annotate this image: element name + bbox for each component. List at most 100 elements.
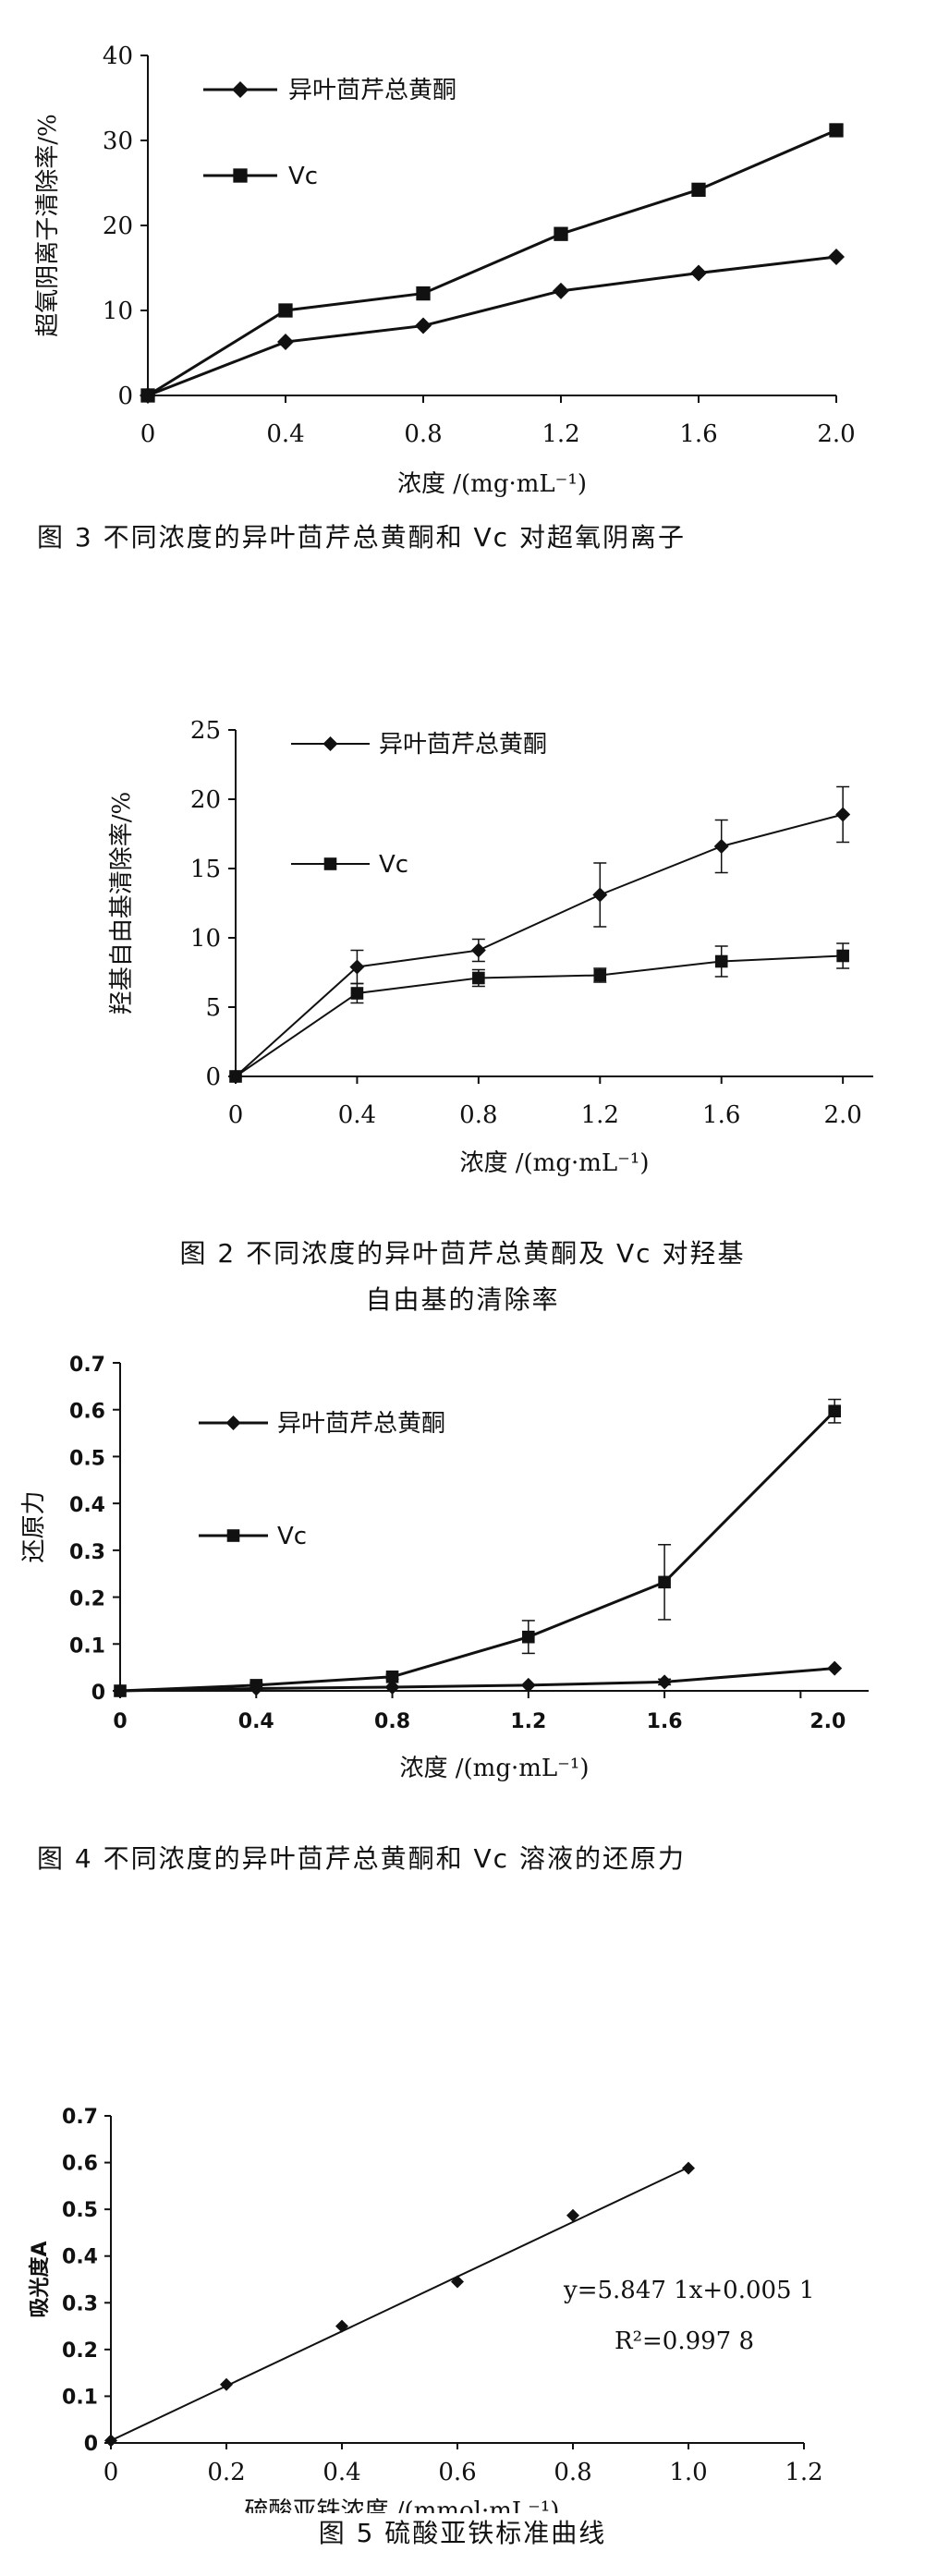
data-point-2 — [836, 949, 849, 963]
chart-reducing-power: 0 0.1 0.2 0.3 0.4 0.5 0.6 0.7 0 0.4 0.8 1.2 1.6 2.0 浓度… — [0, 1340, 925, 1894]
data-point-2 — [114, 1684, 127, 1697]
data-point-1 — [553, 282, 569, 299]
y-axis-title: 羟基自由基清除率/% — [108, 792, 136, 1015]
chart-reducing-power-caption: 图 4 不同浓度的异叶茴芹总黄酮和 Vc 溶液的还原力 — [37, 1843, 686, 1874]
data-point-2 — [385, 1670, 399, 1683]
data-point-2 — [829, 123, 844, 138]
x-tick-label: 0.8 — [554, 2459, 591, 2486]
chart-superoxide: 0 10 20 30 40 0 0.4 0.8 1.2 1.6 2.0 浓度 /(mg·mL⁻¹) 超氧… — [0, 0, 925, 591]
x-tick-label: 0.2 — [207, 2459, 245, 2486]
y-axis-title: 还原力 — [20, 1490, 48, 1562]
chart-ferrous-sulfate-caption: 图 5 硫酸亚铁标准曲线 — [318, 2518, 607, 2548]
y-tick-label: 0.4 — [62, 2246, 98, 2269]
data-point-2 — [350, 987, 364, 1000]
chart-ferrous-sulfate-plot: 0 0.1 0.2 0.3 0.4 0.5 0.6 0.7 0 0.2 0.4 0.6 0.8 1.0 1.… — [28, 2106, 823, 2513]
y-tick-label: 0.2 — [69, 1588, 105, 1611]
legend-marker-2 — [323, 857, 337, 870]
data-point-2 — [593, 968, 607, 982]
y-tick-label: 20 — [190, 786, 221, 814]
y-axis-title: 吸光度A — [28, 2241, 52, 2317]
data-point-2 — [714, 954, 728, 968]
y-tick-label: 25 — [190, 717, 221, 745]
legend-label-1: 异叶茴芹总黄酮 — [288, 77, 456, 104]
data-point — [566, 2208, 579, 2222]
chart-hydroxyl-caption-line1: 图 2 不同浓度的异叶茴芹总黄酮及 Vc 对羟基 — [179, 1238, 746, 1269]
r-squared: R²=0.997 8 — [615, 2327, 754, 2355]
x-tick-label: 1.6 — [679, 420, 717, 448]
y-tick-label: 0.6 — [69, 1401, 105, 1424]
y-tick-label: 0.1 — [62, 2386, 98, 2409]
x-axis-title: 硫酸亚铁浓度 /(mmol·mL⁻¹) — [245, 2497, 560, 2513]
data-point — [335, 2319, 348, 2333]
series-line-2 — [119, 1410, 836, 1693]
x-tick-label: 2.0 — [809, 1710, 846, 1733]
legend-marker-2 — [226, 1529, 240, 1542]
chart-hydroxyl: 0 5 10 15 20 25 0 0.4 0.8 1.2 1.6 2.0 浓度 /(mg·mL⁻¹) 羟… — [0, 702, 925, 1331]
y-tick-label: 40 — [103, 43, 133, 70]
y-tick-label: 20 — [103, 213, 133, 240]
legend-label-1: 异叶茴芹总黄酮 — [277, 1410, 445, 1438]
y-tick-label: 15 — [190, 856, 221, 883]
data-point-1 — [657, 1674, 673, 1690]
data-point-2 — [691, 182, 706, 198]
data-point — [451, 2275, 464, 2289]
legend-marker-1 — [225, 1416, 241, 1430]
x-tick-label: 0.4 — [266, 420, 304, 448]
y-tick-label: 0.7 — [69, 1354, 105, 1377]
x-tick-label: 2.0 — [823, 1101, 861, 1129]
y-tick-label: 0.2 — [62, 2339, 98, 2363]
data-point-2 — [522, 1630, 535, 1644]
x-tick-label: 0 — [113, 1710, 127, 1733]
trendline-equation: y=5.847 1x+0.005 1 — [563, 2277, 814, 2304]
chart-hydroxyl-plot: 0 5 10 15 20 25 0 0.4 0.8 1.2 1.6 2.0 浓度 /(mg·mL⁻¹) 羟… — [108, 717, 873, 1177]
chart-superoxide-caption: 图 3 不同浓度的异叶茴芹总黄酮和 Vc 对超氧阴离子 — [37, 522, 686, 553]
x-axis-title: 浓度 /(mg·mL⁻¹) — [397, 470, 587, 498]
x-tick-label: 0.4 — [238, 1710, 274, 1733]
data-point-1 — [592, 887, 608, 903]
x-tick-label: 0.8 — [404, 420, 442, 448]
series-line-1 — [147, 255, 837, 397]
series-line-2 — [235, 954, 844, 1077]
data-point-1 — [520, 1677, 536, 1693]
series-line-1 — [235, 813, 844, 1077]
data-point-2 — [828, 1404, 841, 1418]
x-axis-title: 浓度 /(mg·mL⁻¹) — [460, 1149, 650, 1177]
data-point-1 — [415, 317, 432, 334]
legend-marker-2 — [233, 168, 248, 183]
chart-hydroxyl-caption-line2: 自由基的清除率 — [365, 1284, 560, 1315]
y-tick-label: 0.1 — [69, 1634, 105, 1658]
legend-marker-1 — [323, 736, 338, 751]
data-point-1 — [827, 1660, 843, 1676]
y-tick-label: 0.3 — [62, 2292, 98, 2315]
chart-superoxide-plot: 0 10 20 30 40 0 0.4 0.8 1.2 1.6 2.0 浓度 /(mg·mL⁻¹) 超氧… — [34, 43, 856, 498]
x-tick-label: 0.6 — [438, 2459, 476, 2486]
y-tick-label: 0 — [205, 1063, 221, 1091]
chart-reducing-power-plot: 0 0.1 0.2 0.3 0.4 0.5 0.6 0.7 0 0.4 0.8 1.2 1.6 2.0 浓度… — [20, 1354, 869, 1782]
chart-ferrous-sulfate: 0 0.1 0.2 0.3 0.4 0.5 0.6 0.7 0 0.2 0.4 0.6 0.8 1.0 1.… — [0, 2079, 925, 2576]
x-tick-label: 1.6 — [702, 1101, 740, 1129]
x-tick-label: 0.8 — [374, 1710, 410, 1733]
y-tick-label: 10 — [190, 925, 221, 953]
data-point-2 — [229, 1070, 242, 1083]
data-point-2 — [554, 226, 568, 241]
y-tick-label: 5 — [205, 994, 221, 1022]
data-point-2 — [278, 303, 293, 318]
y-tick-label: 0 — [91, 1682, 105, 1705]
y-tick-label: 10 — [103, 298, 133, 325]
data-point-1 — [690, 264, 707, 282]
x-tick-label: 0.4 — [323, 2459, 360, 2486]
legend-label-1: 异叶茴芹总黄酮 — [379, 731, 547, 759]
x-tick-label: 0 — [103, 2459, 119, 2486]
data-point-2 — [416, 286, 431, 301]
series-line-2 — [147, 128, 837, 397]
y-tick-label: 0.5 — [62, 2199, 98, 2222]
y-tick-label: 0.5 — [69, 1447, 105, 1470]
data-point-1 — [277, 334, 294, 351]
legend-label-2: Vc — [379, 851, 408, 879]
y-tick-label: 0 — [84, 2433, 98, 2456]
y-tick-label: 0.3 — [69, 1541, 105, 1564]
x-tick-label: 1.2 — [785, 2459, 822, 2486]
legend-label-2: Vc — [288, 163, 318, 190]
data-point — [104, 2434, 117, 2448]
legend-marker-1 — [232, 81, 249, 98]
